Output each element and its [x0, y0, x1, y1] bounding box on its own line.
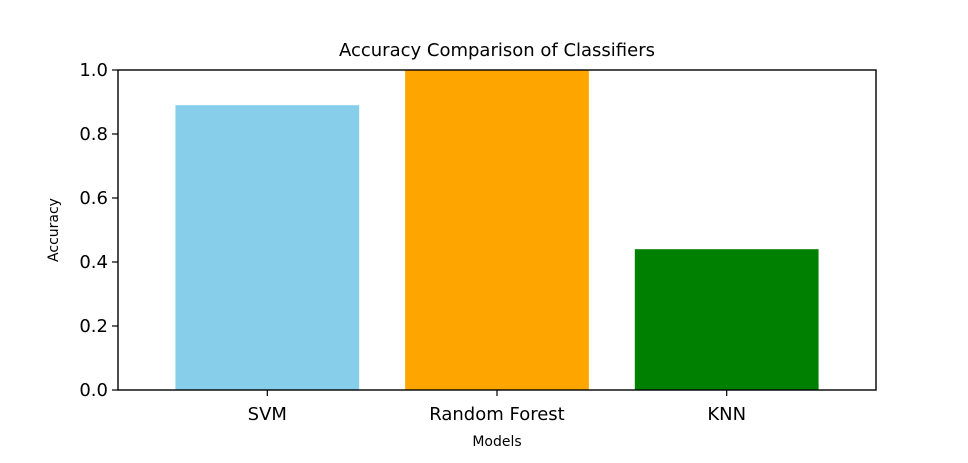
- x-tick-label-knn: KNN: [707, 404, 746, 425]
- bar-svm: [175, 105, 360, 390]
- y-tick-label: 0.4: [79, 252, 108, 273]
- y-axis-ticks: 0.0 0.2 0.4 0.6 0.8 1.0: [79, 60, 118, 401]
- bar-random-forest: [405, 70, 589, 390]
- x-axis-ticks: SVM Random Forest KNN: [248, 390, 746, 425]
- y-tick-label: 0.0: [79, 380, 108, 401]
- y-tick-label: 0.8: [79, 124, 108, 145]
- y-tick-label: 0.2: [79, 316, 108, 337]
- x-axis-label: Models: [472, 434, 521, 450]
- bar-knn: [634, 249, 819, 390]
- x-tick-label-svm: SVM: [248, 404, 287, 425]
- y-tick-label: 1.0: [79, 60, 108, 81]
- x-tick-label-random-forest: Random Forest: [429, 404, 564, 425]
- bars-group: [175, 70, 819, 390]
- chart-title: Accuracy Comparison of Classifiers: [339, 40, 655, 61]
- y-axis-label: Accuracy: [46, 198, 62, 262]
- y-tick-label: 0.6: [79, 188, 108, 209]
